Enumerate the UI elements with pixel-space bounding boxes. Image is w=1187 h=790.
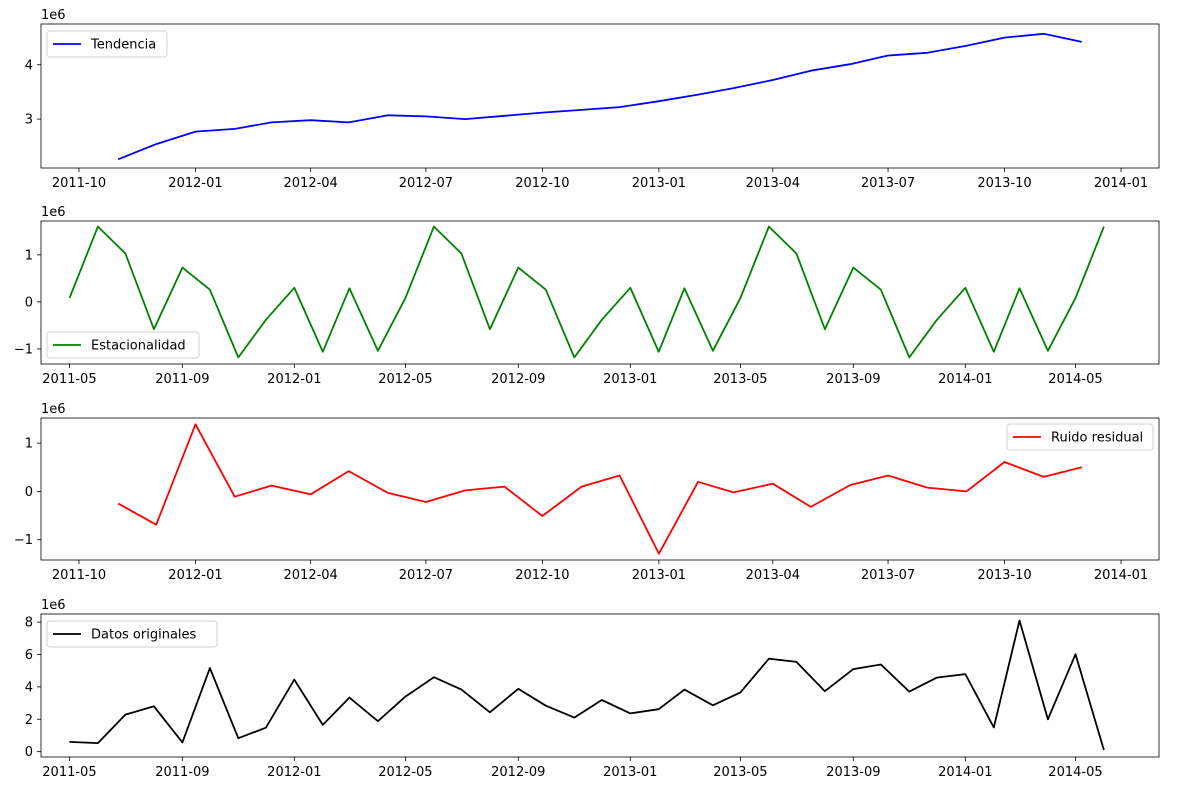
subplot-2-x-tick-label-6: 2013-05 (713, 372, 767, 387)
subplot-4-legend-box (46, 620, 218, 648)
subplot-4-series-line (69, 619, 1105, 751)
subplot-2-x-tick-label-7: 2013-09 (826, 372, 880, 387)
subplot-4-y-tick-label-0: 0 (25, 745, 33, 760)
subplot-1-axes-frame (40, 23, 1160, 169)
subplot-2-x-tick-label-2: 2012-01 (267, 372, 321, 387)
subplot-1-legend-box (46, 30, 168, 58)
subplot-1-series-line (117, 32, 1082, 161)
subplot-1-x-tick-label-9: 2014-01 (1094, 176, 1148, 191)
subplot-2-x-tick-label-0: 2011-05 (42, 372, 96, 387)
subplot-1-x-tick-label-5: 2013-01 (632, 176, 686, 191)
subplot-3-y-tick-label-1: 0 (25, 485, 33, 500)
subplot-3-x-tick-label-4: 2012-10 (515, 568, 569, 583)
subplot-1-x-tick-label-7: 2013-07 (861, 176, 915, 191)
subplot-2-x-tick-label-3: 2012-05 (378, 372, 432, 387)
subplot-2-legend-label: Estacionalidad (91, 339, 186, 354)
subplot-3-series-line (117, 423, 1083, 555)
subplot-1-x-tick-label-8: 2013-10 (977, 176, 1031, 191)
subplot-2-y-tick-label-2: 1 (25, 248, 33, 263)
subplot-1-x-tick-label-3: 2012-07 (399, 176, 453, 191)
subplot-4-x-tick-label-6: 2013-05 (713, 765, 767, 780)
subplot-3-x-tick-label-6: 2013-04 (746, 568, 800, 583)
subplot-3-x-tick-label-3: 2012-07 (399, 568, 453, 583)
subplot-4-y-tick-label-3: 6 (25, 648, 33, 663)
subplot-1-y-tick-label-1: 4 (25, 58, 33, 73)
subplot-4-y-tick-label-4: 8 (25, 616, 33, 631)
subplot-3-y-tick-label-0: −1 (14, 533, 33, 548)
subplot-4-x-tick-label-2: 2012-01 (267, 765, 321, 780)
subplot-3-legend-label: Ruido residual (1051, 431, 1143, 446)
subplot-3-x-tick-label-8: 2013-10 (977, 568, 1031, 583)
subplot-1-x-tick-label-0: 2011-10 (52, 176, 106, 191)
subplot-2-axes-frame (40, 220, 1160, 365)
subplot-4-x-tick-label-5: 2013-01 (603, 765, 657, 780)
subplot-3-y-tick-label-2: 1 (25, 437, 33, 452)
subplot-4-x-tick-label-3: 2012-05 (378, 765, 432, 780)
subplot-1-x-tick-label-4: 2012-10 (515, 176, 569, 191)
subplot-2-legend-box (46, 331, 200, 359)
subplot-1-x-tick-label-1: 2012-01 (168, 176, 222, 191)
subplot-2-scale-label: 1e6 (41, 205, 66, 220)
subplot-1-x-tick-label-2: 2012-04 (284, 176, 338, 191)
subplot-1-legend-label: Tendencia (90, 38, 156, 53)
subplot-3-legend-box (1006, 423, 1154, 451)
subplot-4-legend-label: Datos originales (91, 628, 197, 643)
subplot-4-x-tick-label-8: 2014-01 (938, 765, 992, 780)
subplot-2-x-tick-label-8: 2014-01 (938, 372, 992, 387)
subplot-2-y-tick-label-1: 0 (25, 295, 33, 310)
subplot-4-scale-label: 1e6 (41, 598, 66, 613)
subplot-4-axes-frame (40, 613, 1160, 758)
subplot-2-x-tick-label-9: 2014-05 (1048, 372, 1102, 387)
subplot-4-x-tick-label-9: 2014-05 (1048, 765, 1102, 780)
subplot-4-y-tick-label-1: 2 (25, 713, 33, 728)
subplot-4-y-tick-label-2: 4 (25, 680, 33, 695)
subplot-3-x-tick-label-2: 2012-04 (284, 568, 338, 583)
subplot-1-x-tick-label-6: 2013-04 (746, 176, 800, 191)
subplot-3-x-tick-label-7: 2013-07 (861, 568, 915, 583)
subplot-3-axes-frame (40, 417, 1160, 561)
subplot-2-x-tick-label-5: 2013-01 (603, 372, 657, 387)
subplot-3-scale-label: 1e6 (41, 402, 66, 417)
subplot-1-y-tick-label-0: 3 (25, 113, 33, 128)
subplot-4-x-tick-label-4: 2012-09 (491, 765, 545, 780)
subplot-3-x-tick-label-0: 2011-10 (52, 568, 106, 583)
subplot-3-x-tick-label-5: 2013-01 (632, 568, 686, 583)
subplot-2-series-line (68, 225, 1105, 359)
subplot-3-x-tick-label-1: 2012-01 (168, 568, 222, 583)
subplot-4-x-tick-label-0: 2011-05 (42, 765, 96, 780)
subplot-4-x-tick-label-7: 2013-09 (826, 765, 880, 780)
subplot-4-x-tick-label-1: 2011-09 (155, 765, 209, 780)
subplot-3-x-tick-label-9: 2014-01 (1094, 568, 1148, 583)
subplot-2-x-tick-label-1: 2011-09 (155, 372, 209, 387)
subplot-2-x-tick-label-4: 2012-09 (491, 372, 545, 387)
subplot-2-y-tick-label-0: −1 (14, 342, 33, 357)
subplot-1-scale-label: 1e6 (41, 8, 66, 23)
